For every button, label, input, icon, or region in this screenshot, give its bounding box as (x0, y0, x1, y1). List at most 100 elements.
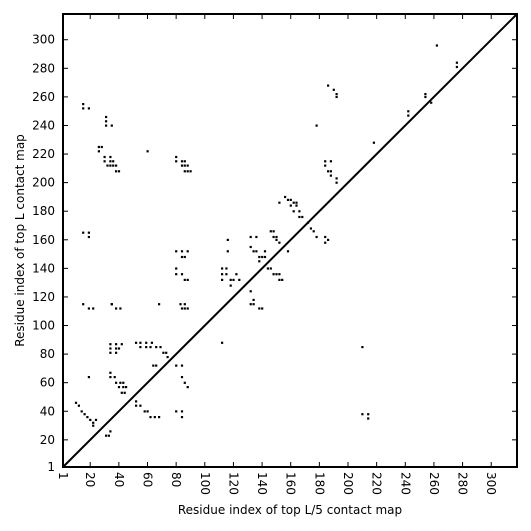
contact-point (315, 235, 318, 239)
contact-point (455, 65, 458, 69)
contact-point (175, 267, 178, 270)
y-tick-label: 160 (32, 233, 55, 247)
contact-point (327, 84, 330, 87)
y-tick-label: 180 (32, 204, 55, 218)
x-tick-label: 220 (370, 472, 384, 495)
contact-point (424, 93, 427, 96)
contact-point (105, 115, 108, 119)
contact-point (87, 235, 90, 239)
contact-point (149, 346, 152, 349)
contact-point (115, 381, 118, 384)
x-tick-label: 300 (484, 472, 498, 495)
contact-point (229, 278, 232, 281)
contact-point (109, 351, 112, 354)
contact-point (100, 145, 103, 149)
contact-point (115, 343, 118, 346)
contact-point (235, 273, 238, 276)
contact-point (135, 341, 138, 344)
contact-point (115, 351, 118, 354)
contact-point (166, 356, 169, 359)
contact-point (115, 307, 118, 310)
contact-point (335, 181, 338, 184)
contact-point (80, 410, 83, 413)
contact-point (324, 160, 327, 163)
y-tick-label: 140 (32, 261, 55, 275)
contact-point (261, 255, 264, 259)
contact-point (309, 227, 312, 230)
y-tick-label: 280 (32, 61, 55, 75)
contact-point (87, 376, 90, 379)
contact-point (180, 164, 184, 167)
contact-point (180, 250, 184, 253)
contact-point (92, 307, 95, 310)
y-tick-label: 240 (32, 118, 55, 132)
contact-point (295, 201, 298, 204)
contact-point (87, 107, 90, 110)
contact-point (103, 155, 106, 159)
contact-point (158, 416, 161, 419)
contact-point (180, 307, 184, 310)
contact-point (249, 290, 252, 293)
y-tick-label: 60 (40, 376, 55, 390)
x-tick-label: 80 (169, 472, 183, 487)
x-tick-label: 1 (56, 472, 70, 480)
contact-point (109, 371, 112, 374)
contact-point (186, 164, 189, 167)
contact-point (135, 404, 138, 407)
contact-point (186, 278, 189, 281)
contact-point (252, 298, 255, 301)
contact-point (180, 376, 184, 379)
contact-point (183, 255, 186, 259)
contact-point (324, 235, 327, 239)
contact-point (249, 245, 252, 249)
contact-point (165, 351, 168, 354)
contact-point (175, 410, 178, 413)
contact-point (278, 241, 281, 244)
contact-point (329, 174, 332, 177)
contact-point (232, 278, 235, 281)
contact-point (123, 391, 126, 394)
contact-point (292, 210, 295, 213)
contact-point (109, 164, 112, 167)
contact-point (179, 303, 182, 306)
contact-point (183, 307, 186, 310)
contact-point (117, 347, 121, 350)
contact-point (92, 421, 95, 424)
contact-point (221, 267, 224, 270)
contact-point (162, 351, 165, 354)
y-axis-ticks: 1204060801001201401601802002202402602803… (32, 33, 517, 474)
x-tick-label: 240 (398, 472, 412, 495)
contact-point (152, 364, 155, 367)
contact-point (183, 160, 186, 163)
contact-point (122, 381, 125, 384)
contact-point (120, 343, 123, 346)
contact-point (82, 303, 85, 306)
contact-point (87, 307, 90, 310)
contact-point (146, 150, 149, 153)
y-tick-label: 220 (32, 147, 55, 161)
contact-point (105, 124, 108, 127)
contact-point (180, 364, 184, 367)
contact-point (113, 376, 116, 379)
contact-point (272, 230, 275, 233)
contact-point (229, 284, 232, 287)
contact-point (180, 416, 184, 419)
contact-point (255, 250, 258, 253)
contact-point (292, 201, 295, 204)
contact-point (82, 103, 85, 106)
contact-point (109, 430, 112, 433)
contact-point (329, 160, 332, 163)
x-tick-label: 160 (284, 472, 298, 495)
contact-point (255, 235, 258, 239)
contact-points (74, 44, 458, 437)
contact-point (221, 341, 224, 344)
contact-point (335, 177, 338, 180)
contact-point (258, 255, 261, 259)
y-tick-label: 260 (32, 90, 55, 104)
contact-point (97, 150, 100, 153)
contact-point (295, 204, 298, 207)
contact-point (361, 346, 364, 349)
contact-point (175, 160, 178, 163)
contact-point (261, 307, 264, 310)
contact-point (180, 255, 184, 259)
